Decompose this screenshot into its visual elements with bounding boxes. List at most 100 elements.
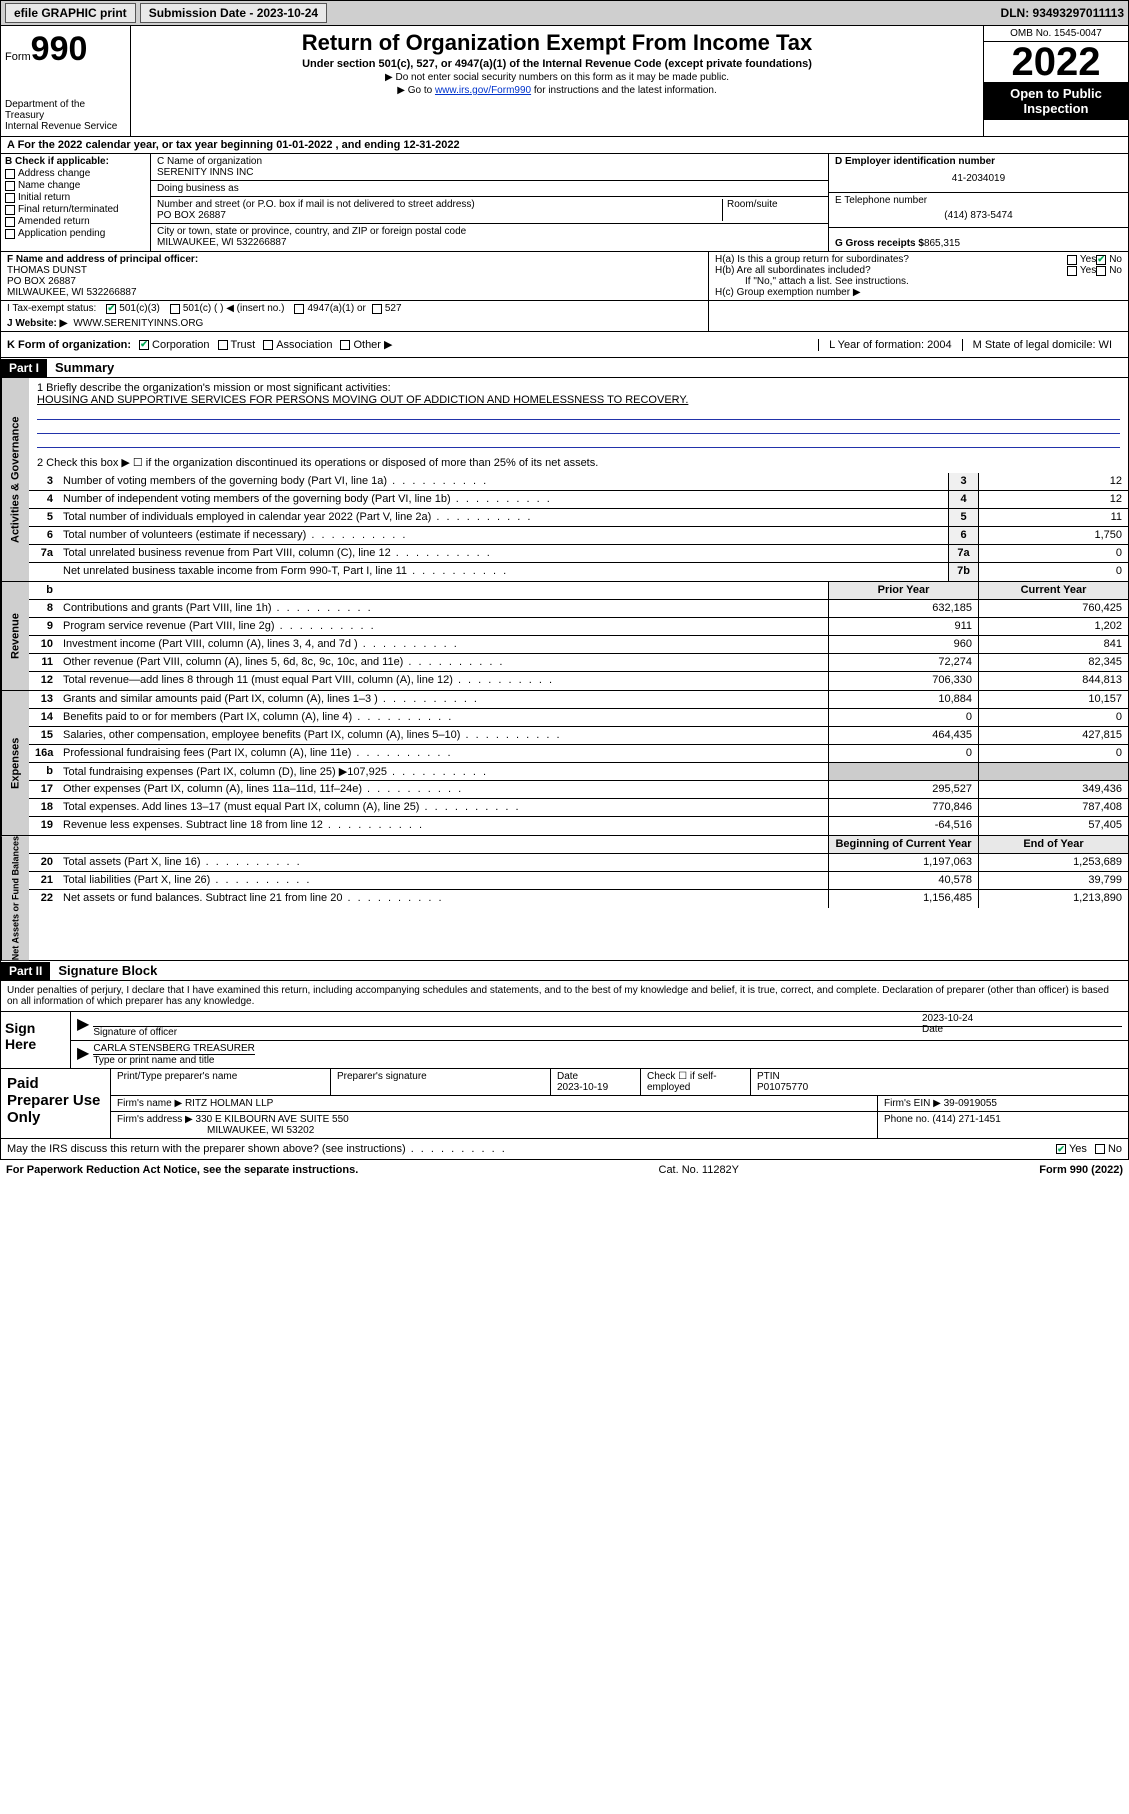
chk-501c[interactable] [170,304,180,314]
row-num: 18 [29,799,59,816]
irs-link[interactable]: www.irs.gov/Form990 [435,85,531,96]
addr: PO BOX 26887 [157,210,722,221]
prior-val: 295,527 [828,781,978,798]
chk-assoc[interactable] [263,340,273,350]
city-cell: City or town, state or province, country… [151,224,828,250]
begin-hdr: Beginning of Current Year [828,836,978,853]
prior-val: 0 [828,745,978,762]
paid-grid: Paid Preparer Use Only Print/Type prepar… [1,1068,1128,1138]
current-val: 841 [978,636,1128,653]
row-num: 19 [29,817,59,835]
no-lbl: No [1108,1143,1122,1155]
row-ij: I Tax-exempt status: 501(c)(3) 501(c) ( … [0,301,1129,332]
firm-ein: Firm's EIN ▶ 39-0919055 [878,1096,1128,1111]
hb-no[interactable] [1096,266,1106,276]
row-num: 22 [29,890,59,908]
paid-r1: Print/Type preparer's name Preparer's si… [111,1069,1128,1096]
chk-other[interactable] [340,340,350,350]
efile-btn[interactable]: efile GRAPHIC print [5,3,136,23]
prior-val: 72,274 [828,654,978,671]
paid-hdr: Paid Preparer Use Only [1,1069,111,1138]
officer-lbl: Signature of officer [93,1026,922,1038]
phone-val: (414) 271-1451 [932,1114,1000,1125]
row-num: 13 [29,691,59,708]
data-row: 22 Net assets or fund balances. Subtract… [29,890,1128,908]
row-box: 4 [948,491,978,508]
chk-initial[interactable] [5,193,15,203]
discuss-yes[interactable] [1056,1144,1066,1154]
name-line: ▶ CARLA STENSBERG TREASURER Type or prin… [71,1041,1128,1068]
chk-527[interactable] [372,304,382,314]
f-name: THOMAS DUNST [7,265,702,276]
data-row: 20 Total assets (Part X, line 16) 1,197,… [29,854,1128,872]
ein-cell: D Employer identification number 41-2034… [829,154,1128,193]
lbl-4947: 4947(a)(1) or [307,303,365,314]
gov-row: 6 Total number of volunteers (estimate i… [29,527,1128,545]
governance-section: Activities & Governance 1 Briefly descri… [0,378,1129,582]
prior-val: 10,884 [828,691,978,708]
row-box: 6 [948,527,978,544]
current-val: 349,436 [978,781,1128,798]
revenue-label: Revenue [1,582,29,690]
gross-lbl: G Gross receipts $ [835,238,924,249]
governance-body: 1 Briefly describe the organization's mi… [29,378,1128,581]
submission-btn[interactable]: Submission Date - 2023-10-24 [140,3,327,23]
revenue-body: b Prior Year Current Year 8 Contribution… [29,582,1128,690]
chk-name[interactable] [5,181,15,191]
row-desc: Program service revenue (Part VIII, line… [59,618,828,635]
prior-val: 770,846 [828,799,978,816]
year-formation: L Year of formation: 2004 [818,339,962,351]
chk-address[interactable] [5,169,15,179]
discuss-no[interactable] [1095,1144,1105,1154]
prior-val: 40,578 [828,872,978,889]
prior-val: 464,435 [828,727,978,744]
row-num: 4 [29,491,59,508]
spacer [59,582,828,599]
data-row: 11 Other revenue (Part VIII, column (A),… [29,654,1128,672]
chk-final[interactable] [5,205,15,215]
firm-addr-val: 330 E KILBOURN AVE SUITE 550 [196,1114,349,1125]
note2: ▶ Go to www.irs.gov/Form990 for instruct… [135,85,979,96]
chk-trust[interactable] [218,340,228,350]
org-name-lbl: C Name of organization [157,156,822,167]
row-val: 0 [978,563,1128,581]
mission-line2 [37,420,1120,434]
prior-val: -64,516 [828,817,978,835]
row-num [29,563,59,581]
expenses-body: 13 Grants and similar amounts paid (Part… [29,691,1128,835]
title: Return of Organization Exempt From Incom… [135,30,979,56]
header-mid: Return of Organization Exempt From Incom… [131,26,983,136]
addr-lbl: Number and street (or P.O. box if mail i… [157,199,722,210]
note1: ▶ Do not enter social security numbers o… [135,72,979,83]
ha-no[interactable] [1096,255,1106,265]
current-val: 82,345 [978,654,1128,671]
self-emp: Check ☐ if self-employed [641,1069,751,1095]
bottom-left: For Paperwork Reduction Act Notice, see … [6,1164,358,1176]
row-num: 7a [29,545,59,562]
data-row: 10 Investment income (Part VIII, column … [29,636,1128,654]
row-val: 1,750 [978,527,1128,544]
ha-yes[interactable] [1067,255,1077,265]
sig-date-col: 2023-10-24 Date [922,1026,1122,1038]
footer-q: May the IRS discuss this return with the… [7,1143,507,1155]
row-num: 14 [29,709,59,726]
rev-col-hdr: b Prior Year Current Year [29,582,1128,600]
firm-phone: Phone no. (414) 271-1451 [878,1112,1128,1138]
current-val: 1,213,890 [978,890,1128,908]
row-ij-right [708,301,1128,331]
lbl-corp: Corporation [152,339,209,351]
chk-501c3[interactable] [106,304,116,314]
prior-val: 911 [828,618,978,635]
hb-lbl: H(b) Are all subordinates included? [715,265,1067,276]
chk-pending[interactable] [5,229,15,239]
addr-cell: Number and street (or P.O. box if mail i… [151,197,828,224]
chk-amended[interactable] [5,217,15,227]
bottom-right: Form 990 (2022) [1039,1164,1123,1176]
sig-date-lbl: Date [922,1024,943,1035]
hb-yes-lbl: Yes [1080,265,1096,276]
current-val: 760,425 [978,600,1128,617]
hb-yes[interactable] [1067,266,1077,276]
sign-here-row: Sign Here ▶ Signature of officer 2023-10… [1,1011,1128,1068]
chk-4947[interactable] [294,304,304,314]
chk-corp[interactable] [139,340,149,350]
